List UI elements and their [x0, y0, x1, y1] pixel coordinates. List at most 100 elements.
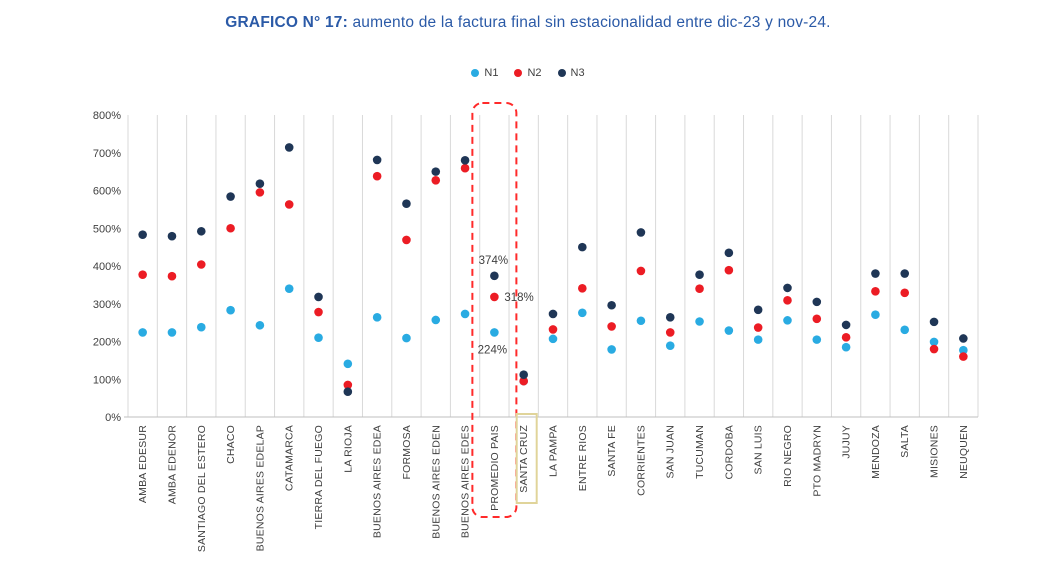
point-n3-15: [578, 242, 587, 252]
x-label-5: CATAMARCA: [284, 425, 296, 491]
point-n3-28: [959, 334, 968, 343]
x-label-13: SANTA CRUZ: [518, 425, 530, 493]
point-n1-10: [431, 315, 441, 325]
point-n2-3: [226, 223, 235, 233]
point-n3-10: [431, 167, 441, 176]
point-n2-20: [724, 265, 734, 275]
y-tick-label: 600%: [93, 186, 121, 198]
point-n3-4: [255, 179, 265, 189]
point-n3-9: [402, 199, 411, 209]
point-n1-20: [724, 326, 734, 335]
x-label-7: LA RIOJA: [342, 425, 354, 473]
point-n1-3: [226, 305, 235, 315]
point-n1-9: [402, 333, 411, 343]
point-n3-23: [812, 297, 822, 307]
point-n3-22: [783, 283, 792, 293]
x-label-6: TIERRA DEL FUEGO: [313, 425, 325, 529]
point-n2-1: [167, 271, 177, 281]
x-label-4: BUENOS AIRES EDELAP: [254, 425, 266, 551]
x-label-27: MISIONES: [929, 425, 941, 478]
y-tick-label: 800%: [93, 110, 121, 122]
legend-dot-n3-icon: [557, 69, 566, 77]
legend-dot-n1-icon: [471, 69, 480, 77]
point-n2-4: [255, 188, 265, 197]
point-n2-2: [196, 260, 206, 269]
x-label-17: CORRIENTES: [635, 425, 647, 496]
point-n2-28: [959, 352, 968, 361]
chart-title-prefix: GRAFICO N° 17:: [225, 14, 348, 31]
legend-dot-n2-icon: [514, 69, 523, 77]
point-n1-15: [578, 308, 587, 318]
legend-item-n1: N1: [471, 67, 498, 79]
point-n1-1: [167, 328, 177, 337]
point-n2-22: [783, 296, 792, 305]
legend-label-n3: N3: [570, 67, 585, 79]
point-n1-5: [284, 284, 294, 293]
y-tick-label: 400%: [93, 261, 121, 273]
point-n1-14: [548, 334, 558, 344]
point-n2-11: [460, 163, 470, 173]
x-label-1: AMBA EDENOR: [166, 425, 178, 504]
y-tick-label: 500%: [93, 223, 121, 235]
x-label-15: ENTRE RIOS: [577, 425, 589, 491]
point-n2-7: [343, 380, 353, 390]
point-n1-21: [753, 335, 763, 344]
point-n3-20: [724, 248, 734, 258]
y-tick-label: 0%: [105, 412, 121, 424]
x-label-11: BUENOS AIRES EDES: [460, 425, 472, 538]
point-n1-8: [372, 313, 382, 322]
point-n2-8: [372, 171, 382, 181]
point-n2-21: [753, 323, 763, 332]
x-label-24: JUJUY: [841, 425, 853, 459]
y-tick-label: 300%: [93, 299, 121, 311]
point-n1-25: [871, 310, 880, 319]
point-n1-6: [314, 333, 323, 343]
y-tick-label: 100%: [93, 374, 121, 386]
legend-label-n2: N2: [527, 67, 542, 79]
point-n3-0: [138, 230, 147, 239]
point-n1-22: [783, 316, 792, 325]
x-label-8: BUENOS AIRES EDEA: [372, 425, 384, 538]
point-n3-2: [196, 226, 206, 236]
point-n2-26: [900, 288, 910, 298]
point-n1-24: [841, 342, 851, 352]
point-n1-19: [695, 317, 704, 326]
point-n3-7: [343, 387, 353, 397]
x-label-20: CORDOBA: [723, 425, 735, 480]
point-n1-26: [900, 325, 910, 335]
point-n3-5: [284, 143, 294, 152]
point-n2-10: [431, 176, 441, 185]
point-n3-18: [665, 313, 675, 322]
chart-legend: N1 N2 N3: [0, 67, 1056, 79]
legend-item-n3: N3: [557, 67, 585, 79]
chart-canvas: 0% 100% 200% 300% 400% 500% 600% 700% 800% 374% 31…: [93, 102, 979, 552]
point-n3-8: [372, 155, 382, 165]
point-n1-28: [959, 345, 968, 355]
chart-title-text: aumento de la factura final sin estacion…: [347, 14, 831, 31]
point-n3-16: [607, 300, 616, 310]
x-label-9: FORMOSA: [401, 425, 413, 480]
y-tick-label: 200%: [93, 337, 121, 349]
point-n2-27: [929, 344, 939, 354]
point-n1-27: [929, 337, 939, 347]
point-n3-14: [548, 309, 558, 319]
point-n3-3: [226, 192, 235, 201]
x-label-22: RIO NEGRO: [782, 425, 794, 487]
point-n1-16: [607, 345, 616, 354]
chart-title: GRAFICO N° 17: aumento de la factura fin…: [0, 14, 1056, 32]
point-n2-16: [607, 322, 616, 331]
annotation-224%: 224%: [478, 344, 507, 356]
point-n3-24: [841, 320, 851, 330]
point-n1-23: [812, 335, 822, 344]
point-n2-0: [138, 270, 147, 279]
point-n2-6: [314, 307, 323, 317]
point-n3-1: [167, 231, 177, 241]
legend-item-n2: N2: [514, 67, 542, 79]
x-label-3: CHACO: [225, 425, 237, 464]
point-n3-12: [490, 271, 499, 281]
x-label-14: LA PAMPA: [548, 425, 560, 477]
point-n2-15: [578, 283, 587, 293]
point-n1-2: [196, 322, 206, 332]
highlight-label-box: [515, 413, 538, 504]
